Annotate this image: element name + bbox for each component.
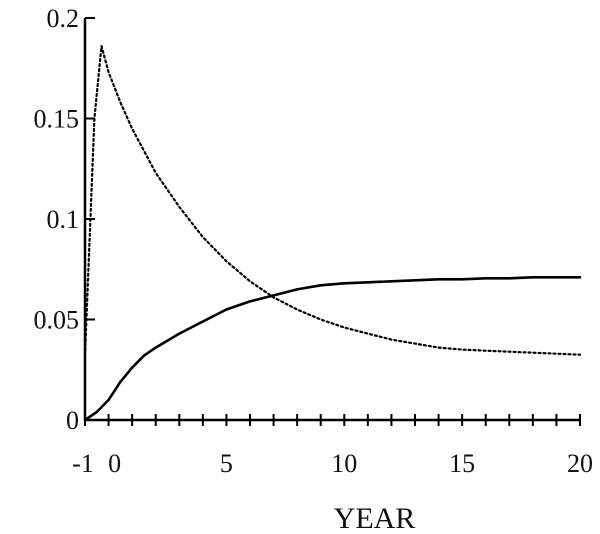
solid-series-point [202, 321, 204, 323]
dotted-series-point [344, 327, 346, 329]
dotted-series-point [202, 236, 204, 238]
solid-series-point [296, 289, 298, 291]
dotted-series-point [532, 352, 534, 354]
y-tick-label: 0 [66, 406, 79, 435]
dotted-series-point [108, 72, 110, 74]
dotted-series-point [94, 118, 96, 120]
series-layer [83, 44, 582, 422]
solid-series-point [556, 277, 558, 279]
solid-series-point [96, 411, 98, 413]
dotted-series-point [131, 128, 133, 130]
solid-series-line [83, 275, 582, 422]
dotted-series-point [296, 309, 298, 311]
solid-series-point [461, 279, 463, 281]
solid-series-point [108, 399, 110, 401]
axes-layer [83, 17, 581, 426]
solid-series-point [120, 381, 122, 383]
dotted-series-point [155, 172, 157, 174]
labels-layer: 0 0.05 0.1 0.15 0.2 -1 0 5 10 15 20 YEAR [34, 4, 594, 534]
y-tick-label: 0.05 [34, 306, 80, 335]
x-tick-label: 10 [331, 449, 357, 478]
dotted-series-point [461, 349, 463, 351]
solid-series-point [509, 278, 511, 280]
dotted-series-point [249, 281, 251, 283]
solid-series-point [391, 281, 393, 283]
dotted-series-point [438, 347, 440, 349]
solid-series-point [249, 301, 251, 303]
solid-series-point [344, 283, 346, 285]
solid-series-point [131, 367, 133, 369]
dotted-series-point [391, 339, 393, 341]
x-axis-title-text: YEAR [334, 502, 416, 534]
x-tick-label: 5 [220, 449, 233, 478]
dotted-series-point [120, 102, 122, 104]
dotted-series-point [226, 260, 228, 262]
y-tick-label: 0.15 [34, 105, 80, 134]
solid-series-point [84, 419, 86, 421]
dotted-series-point [320, 319, 322, 321]
solid-series-point [532, 277, 534, 279]
solid-series-point [179, 333, 181, 335]
dotted-series-point [414, 343, 416, 345]
dotted-series-point [101, 45, 103, 47]
dotted-series-point [84, 355, 86, 357]
solid-series-point [414, 280, 416, 282]
solid-series-point [485, 278, 487, 280]
x-tick-label: -1 [72, 449, 94, 478]
dotted-series-line [83, 44, 582, 357]
dotted-series-point [485, 350, 487, 352]
solid-series-point [579, 277, 581, 279]
dotted-series-point [367, 333, 369, 335]
solid-series-point [155, 347, 157, 349]
solid-series-point [367, 282, 369, 284]
x-tick-label: 20 [567, 449, 593, 478]
solid-series-point [143, 355, 145, 357]
dotted-series-point [556, 353, 558, 355]
dotted-series-point [179, 206, 181, 208]
y-tick-label: 0.1 [47, 205, 80, 234]
dotted-series-point [509, 351, 511, 353]
y-tick-label: 0.2 [47, 4, 80, 33]
solid-series-point [438, 279, 440, 281]
x-tick-label: 0 [108, 449, 121, 478]
x-tick-label: 15 [449, 449, 475, 478]
dotted-series-point [579, 354, 581, 356]
solid-series-point [320, 285, 322, 287]
solid-series-point [226, 309, 228, 311]
dotted-series-point [273, 297, 275, 299]
